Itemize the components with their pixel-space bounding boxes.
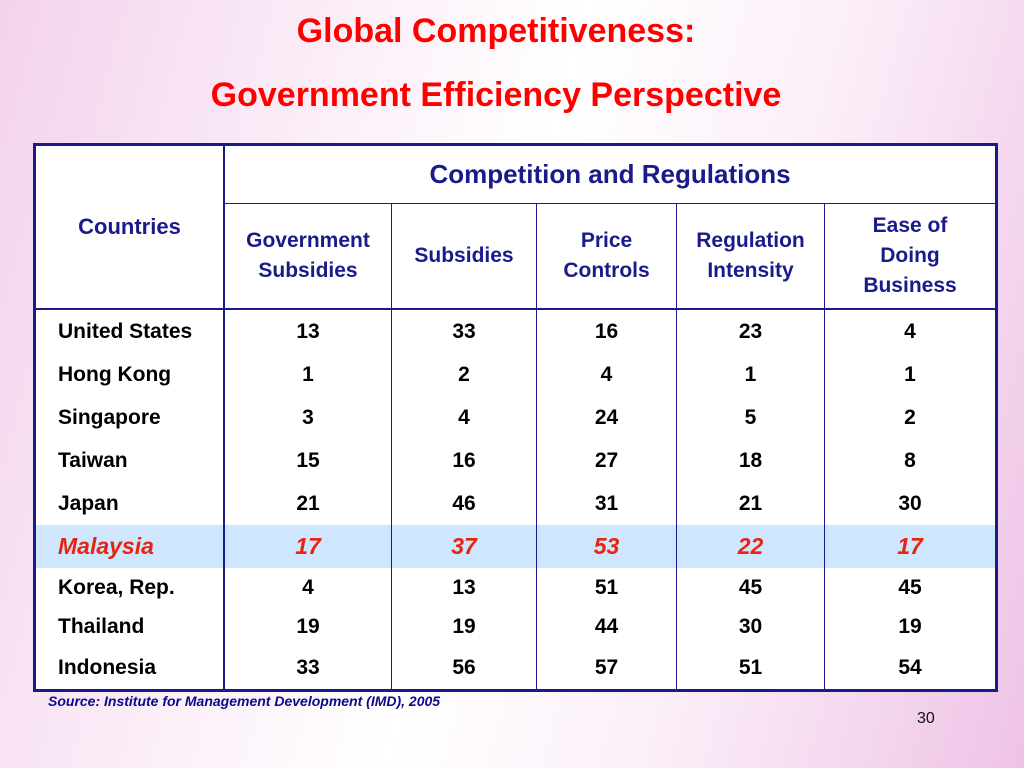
value-cell: 31	[536, 482, 677, 525]
country-cell: Korea, Rep.	[34, 568, 225, 607]
table-row: Taiwan 15 16 27 18 8	[34, 439, 997, 482]
value-cell: 2	[904, 405, 916, 429]
value-cell: 4	[904, 319, 916, 343]
value-cell: 21	[676, 482, 825, 525]
value-cell: 51	[536, 568, 677, 607]
value-cell: 19	[898, 614, 922, 638]
value-cell: 17	[824, 525, 997, 568]
value-cell: 4	[224, 568, 392, 607]
table-group-header-row: Countries Competition and Regulations	[34, 144, 997, 310]
country-cell: Thailand	[34, 607, 225, 646]
value-cell: 24	[536, 396, 677, 439]
column-header-ease-of-doing-business: Ease of Doing Business	[824, 203, 997, 310]
column-header-line: Subsidies	[414, 244, 514, 267]
value-cell: 5	[676, 396, 825, 439]
value-cell: 33	[224, 646, 392, 691]
value-cell: 37	[391, 525, 537, 568]
page-number: 30	[917, 710, 935, 727]
table-row: Singapore 3 4 24 5 2	[34, 396, 997, 439]
country-cell: United States	[34, 309, 225, 353]
value-cell: 53	[536, 525, 677, 568]
competitiveness-table: Countries Competition and Regulations Go…	[33, 143, 998, 692]
value-cell: 4	[536, 353, 677, 396]
column-header-line: Business	[863, 274, 957, 297]
column-header-government-subsidies: Government Subsidies	[224, 203, 392, 310]
group-header: Competition and Regulations	[224, 144, 997, 204]
value-cell: 15	[224, 439, 392, 482]
table-row-highlighted: Malaysia 17 37 53 22 17	[34, 525, 997, 568]
value-cell: 56	[391, 646, 537, 691]
value-cell: 19	[224, 607, 392, 646]
table-row: Hong Kong 1 2 4 1 1	[34, 353, 997, 396]
column-header-regulation-intensity: Regulation Intensity	[676, 203, 825, 310]
table-row: United States 13 33 16 23 4	[34, 309, 997, 353]
value-cell: 17	[224, 525, 392, 568]
value-cell: 33	[391, 309, 537, 353]
value-cell: 45	[898, 575, 922, 599]
country-cell: Malaysia	[34, 525, 225, 568]
country-cell: Singapore	[34, 396, 225, 439]
column-header-line: Government	[246, 229, 370, 252]
value-cell: 19	[391, 607, 537, 646]
countries-header: Countries	[34, 144, 225, 310]
value-cell: 51	[676, 646, 825, 691]
value-cell: 30	[676, 607, 825, 646]
value-cell: 13	[391, 568, 537, 607]
country-cell: Indonesia	[34, 646, 225, 691]
value-cell: 1	[224, 353, 392, 396]
table-column-header-row: Government Subsidies Subsidies Price Con…	[35, 203, 997, 310]
value-cell: 54	[898, 655, 922, 679]
value-cell: 1	[676, 353, 825, 396]
value-cell: 3	[224, 396, 392, 439]
column-header-line: Intensity	[707, 259, 794, 282]
value-cell: 57	[536, 646, 677, 691]
column-header-line: Subsidies	[258, 259, 358, 282]
table-row: Thailand 19 19 44 30 19	[34, 607, 997, 646]
slide-title-line2: Government Efficiency Perspective	[210, 76, 782, 114]
country-cell: Taiwan	[34, 439, 225, 482]
value-cell: 45	[676, 568, 825, 607]
column-header-price-controls: Price Controls	[536, 203, 677, 310]
value-cell: 46	[391, 482, 537, 525]
column-header-line: Price	[580, 229, 633, 252]
table-row: Japan 21 46 31 21 30	[34, 482, 997, 525]
value-cell: 30	[898, 491, 922, 515]
table-row: Indonesia 33 56 57 51 54	[34, 646, 997, 691]
column-header-line: Regulation	[696, 229, 805, 252]
column-header-line: Controls	[563, 259, 650, 282]
table-row: Korea, Rep. 4 13 51 45 45	[34, 568, 997, 607]
column-header-line: Doing	[880, 244, 940, 267]
column-header-line: Ease of	[872, 214, 948, 237]
value-cell: 22	[676, 525, 825, 568]
value-cell: 13	[224, 309, 392, 353]
value-cell: 4	[391, 396, 537, 439]
slide-title-line1: Global Competitiveness:	[296, 12, 696, 50]
value-cell: 18	[676, 439, 825, 482]
value-cell: 27	[536, 439, 677, 482]
value-cell: 21	[224, 482, 392, 525]
country-cell: Japan	[34, 482, 225, 525]
value-cell: 16	[536, 309, 677, 353]
column-header-subsidies: Subsidies	[391, 203, 537, 310]
value-cell: 2	[391, 353, 537, 396]
country-cell: Hong Kong	[34, 353, 225, 396]
value-cell: 16	[391, 439, 537, 482]
source-note: Source: Institute for Management Develop…	[48, 693, 441, 709]
value-cell: 8	[904, 448, 916, 472]
value-cell: 1	[904, 362, 916, 386]
value-cell: 23	[676, 309, 825, 353]
value-cell: 44	[536, 607, 677, 646]
